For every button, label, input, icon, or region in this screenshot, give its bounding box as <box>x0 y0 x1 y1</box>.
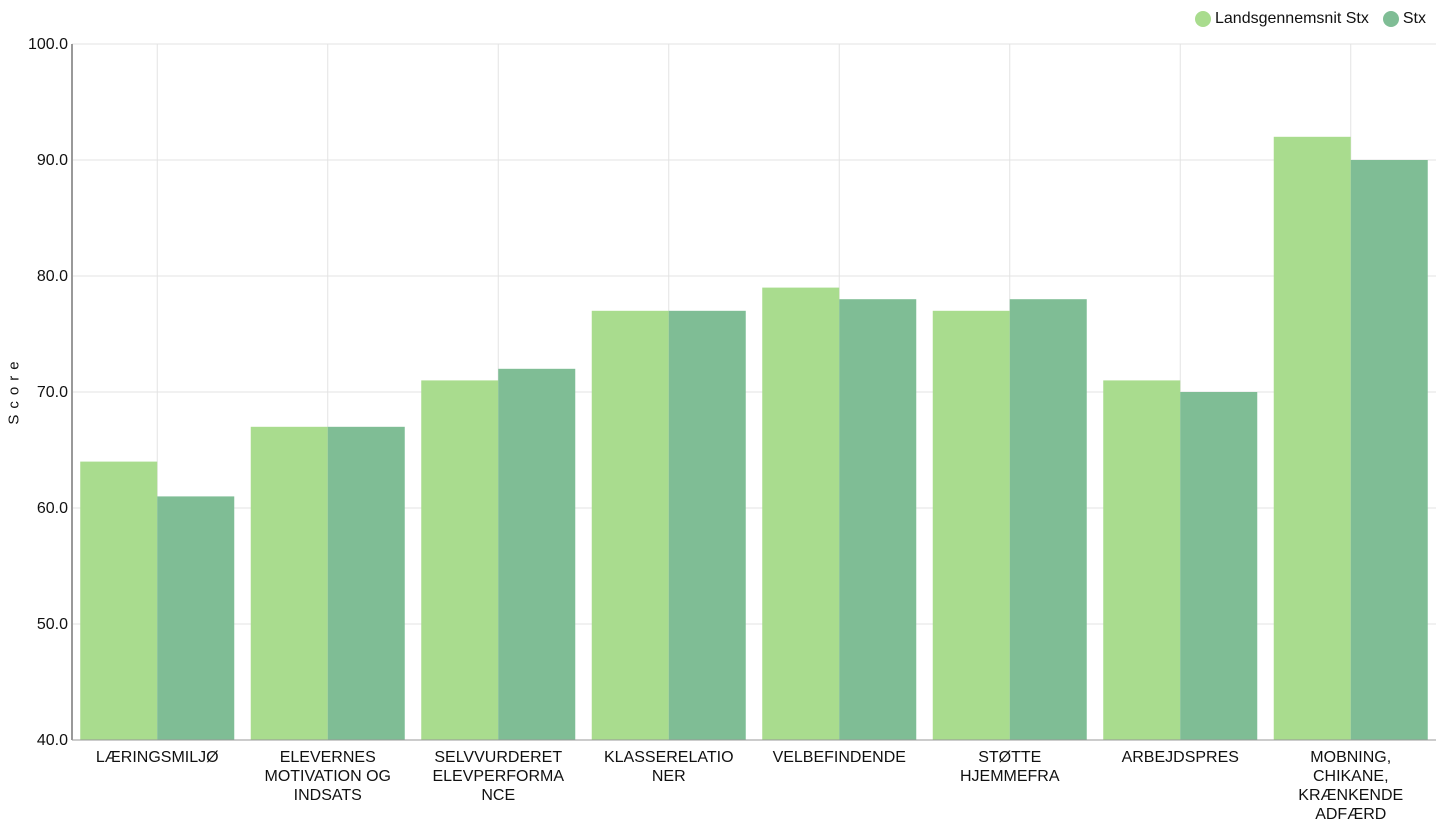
bar-stx <box>327 426 405 740</box>
y-tick-label: 80.0 <box>37 268 68 285</box>
legend-label-stx: Stx <box>1402 10 1426 27</box>
bar-landsgennemsnit <box>591 310 669 740</box>
x-tick-label-line: STØTTE <box>978 749 1041 766</box>
legend-item-stx[interactable]: Stx <box>1382 10 1426 28</box>
x-tick-label: VELBEFINDENDE <box>773 749 906 766</box>
x-tick-label: LÆRINGSMILJØ <box>96 749 219 766</box>
x-tick-label-line: SELVVURDERET <box>434 749 562 766</box>
bar-stx <box>498 368 576 740</box>
x-tick-label-line: HJEMMEFRA <box>960 768 1060 785</box>
bar-landsgennemsnit <box>80 461 158 740</box>
x-tick-label-line: NCE <box>481 787 515 804</box>
x-tick-label-line: INDSATS <box>294 787 362 804</box>
x-tick-label-line: CHIKANE, <box>1313 768 1389 785</box>
legend-label-landsgennemsnit: Landsgennemsnit Stx <box>1215 10 1369 27</box>
y-tick-label: 40.0 <box>37 732 68 749</box>
x-tick-label: STØTTE HJEMMEFRA <box>960 749 1060 785</box>
x-tick-label-line: ELEVERNES <box>280 749 376 766</box>
x-tick-label-line: MOTIVATION OG <box>264 768 391 785</box>
y-tick-label: 50.0 <box>37 616 68 633</box>
bar-stx <box>1350 160 1428 740</box>
y-tick-label: 90.0 <box>37 152 68 169</box>
x-tick-label: MOBNING, CHIKANE, KRÆNKENDE ADFÆRD <box>1298 749 1403 823</box>
x-tick-label-line: KLASSERELATIO <box>604 749 734 766</box>
bar-stx <box>1009 299 1087 740</box>
y-tick-label: 70.0 <box>37 384 68 401</box>
legend-item-landsgennemsnit[interactable]: Landsgennemsnit Stx <box>1195 10 1369 28</box>
legend-swatch-stx <box>1382 11 1399 27</box>
x-tick-label-line: KRÆNKENDE <box>1298 787 1403 804</box>
bar-stx <box>668 310 746 740</box>
bar-stx <box>157 496 235 740</box>
bar-landsgennemsnit <box>932 310 1010 740</box>
x-tick-label: ARBEJDSPRES <box>1122 749 1239 766</box>
y-tick-label: 100.0 <box>28 36 68 53</box>
x-tick-label: SELVVURDERET ELEVPERFORMA NCE <box>432 749 564 804</box>
x-tick-label: ELEVERNES MOTIVATION OG INDSATS <box>264 749 391 804</box>
bar-landsgennemsnit <box>421 380 499 740</box>
y-axis-label: Score <box>5 355 23 425</box>
bar-landsgennemsnit <box>762 287 840 740</box>
bar-stx <box>1180 392 1258 740</box>
chart-legend: Landsgennemsnit Stx Stx <box>1195 10 1426 28</box>
x-tick-label-line: NER <box>652 768 686 785</box>
bar-stx <box>839 299 917 740</box>
x-tick-label-line: ADFÆRD <box>1315 806 1386 823</box>
bar-landsgennemsnit <box>250 426 328 740</box>
x-tick-label-line: VELBEFINDENDE <box>773 749 906 766</box>
bar-landsgennemsnit <box>1103 380 1181 740</box>
x-tick-label-line: ARBEJDSPRES <box>1122 749 1239 766</box>
x-tick-label-line: MOBNING, <box>1310 749 1391 766</box>
x-tick-label-line: ELEVPERFORMA <box>432 768 564 785</box>
x-tick-label-line: LÆRINGSMILJØ <box>96 749 219 766</box>
legend-swatch-landsgennemsnit <box>1195 11 1211 27</box>
x-tick-label: KLASSERELATIO NER <box>604 749 734 785</box>
y-tick-label: 60.0 <box>37 500 68 517</box>
bar-landsgennemsnit <box>1273 136 1351 741</box>
